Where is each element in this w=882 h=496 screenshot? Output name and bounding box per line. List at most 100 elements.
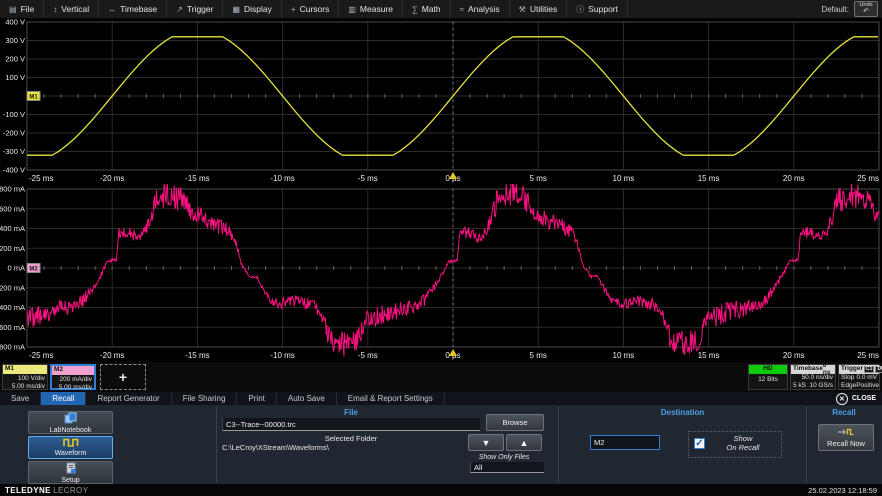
vertical-arrows-icon: ↕ <box>53 5 57 14</box>
m1-descriptor-box[interactable]: M1 100 V/div 5.00 ms/div <box>2 364 48 390</box>
trigger-kind: Edge <box>841 383 856 390</box>
brand-lecroy: LECROY <box>53 486 88 495</box>
measure-ruler-icon: ▥ <box>348 5 356 14</box>
m2-descriptor-box[interactable]: M2 200 mA/div 5.00 ms/div <box>50 364 96 390</box>
waveform-icon <box>63 438 79 449</box>
trigger-slope-icon: ↗ <box>176 5 183 14</box>
show-on-recall-label: Show On Recall <box>712 434 774 452</box>
menu-item-label: Measure <box>360 4 393 14</box>
x-tick-label: -5 ms <box>358 351 378 360</box>
close-button[interactable]: ✕ CLOSE <box>836 392 882 405</box>
recall-now-icon <box>837 428 855 438</box>
m1-vdiv: 100 V/div <box>5 376 45 383</box>
sidebar-button-setup[interactable]: Setup <box>28 461 113 484</box>
menu-item-label: Math <box>422 4 441 14</box>
x-tick-label: 25 ms <box>857 351 879 360</box>
x-tick-label: 10 ms <box>613 351 635 360</box>
file-section-header: File <box>222 408 480 417</box>
menu-item-label: Display <box>244 4 272 14</box>
menu-item-label: Utilities <box>530 4 557 14</box>
tab-report-generator[interactable]: Report Generator <box>86 392 171 405</box>
dialog-tab-bar: SaveRecallReport GeneratorFile SharingPr… <box>0 392 882 405</box>
folder-up-button[interactable]: ▲ <box>506 434 542 451</box>
y-tick-label: 200 mA <box>0 244 25 253</box>
x-tick-label: 20 ms <box>783 351 805 360</box>
y-tick-label: 0 mA <box>7 264 25 273</box>
menu-item-timebase[interactable]: ↔Timebase <box>99 0 167 18</box>
show-label-line1: Show <box>712 434 774 443</box>
down-arrow-icon: ▼ <box>482 438 491 448</box>
sidebar-button-waveform[interactable]: Waveform <box>28 436 113 459</box>
menu-item-label: Trigger <box>187 4 214 14</box>
voltage-waveform-graticule[interactable]: 400 V300 V200 V100 V-100 V-200 V-300 V-4… <box>0 18 882 184</box>
hd-mode-header: HD <box>749 365 787 374</box>
y-tick-label: 800 mA <box>0 185 25 194</box>
x-tick-label: 20 ms <box>783 174 805 183</box>
m2-descriptor-header: M2 <box>52 366 94 375</box>
destination-input[interactable] <box>590 435 660 450</box>
menu-right: Default: Undo ↶ <box>821 0 882 18</box>
y-tick-label: -800 mA <box>0 343 25 352</box>
show-label-line2: On Recall <box>712 443 774 452</box>
y-tick-label: 100 V <box>5 73 25 82</box>
tab-recall[interactable]: Recall <box>41 392 86 405</box>
menu-item-display[interactable]: ▦ Display <box>223 0 281 18</box>
tab-auto-save[interactable]: Auto Save <box>277 392 337 405</box>
hd-bits: 12 Bits <box>749 376 787 384</box>
show-on-recall-checkbox[interactable]: ✓ <box>694 438 705 449</box>
menu-item-math[interactable]: ∑Math <box>403 0 451 18</box>
sidebar-button-label: Setup <box>61 477 79 484</box>
menu-item-file[interactable]: ▤File <box>0 0 44 18</box>
menu-item-support[interactable]: ⓘSupport <box>567 0 628 18</box>
folder-down-button[interactable]: ▼ <box>468 434 504 451</box>
status-bar: TELEDYNE LECROY 25.02.2023 12:18:59 <box>0 484 882 496</box>
x-tick-label: 15 ms <box>698 351 720 360</box>
menu-item-label: File <box>21 4 35 14</box>
menu-item-cursors[interactable]: +Cursors <box>282 0 339 18</box>
y-tick-label: -100 V <box>3 110 25 119</box>
close-label: CLOSE <box>852 395 876 402</box>
tab-file-sharing[interactable]: File Sharing <box>172 392 238 405</box>
menu-item-utilities[interactable]: ⚒ Utilities <box>510 0 568 18</box>
browse-button[interactable]: Browse <box>486 414 544 431</box>
tab-email-report-settings[interactable]: Email & Report Settings <box>337 392 445 405</box>
menu-item-vertical[interactable]: ↕Vertical <box>44 0 99 18</box>
add-trace-button[interactable]: + <box>100 364 146 390</box>
timebase-title: Timebase <box>793 366 823 373</box>
menu-item-measure[interactable]: ▥ Measure <box>339 0 403 18</box>
recall-now-button[interactable]: Recall Now <box>818 424 874 451</box>
y-tick-label: 400 mA <box>0 224 25 233</box>
m2-current-svg: 800 mA600 mA400 mA200 mA0 mA-200 mA-400 … <box>0 184 882 362</box>
utilities-tools-icon: ⚒ <box>519 5 526 14</box>
oscilloscope-app: ▤File↕Vertical↔Timebase ↗ Trigger ▦ Display +… <box>0 0 882 496</box>
x-tick-label: -25 ms <box>29 174 53 183</box>
y-tick-label: -300 V <box>3 147 25 156</box>
section-divider <box>806 407 807 482</box>
x-tick-label: -5 ms <box>358 174 378 183</box>
menu-bar: ▤File↕Vertical↔Timebase ↗ Trigger ▦ Display +… <box>0 0 882 19</box>
tab-print[interactable]: Print <box>237 392 276 405</box>
timebase-rate: 10 GS/s <box>810 383 833 390</box>
menu-item-label: Support <box>588 4 618 14</box>
trigger-box[interactable]: Trigger C1 DC Stop 0.0 mV Edge Positive <box>838 364 880 390</box>
trigger-coupling-badge: DC <box>875 366 882 373</box>
timebase-box[interactable]: Timebase 0 ns 50.0 ns/div 5 kS 10 GS/s <box>790 364 836 390</box>
undo-button[interactable]: Undo ↶ <box>854 1 878 17</box>
m2-vdiv: 200 mA/div <box>54 377 92 384</box>
x-tick-label: 5 ms <box>530 174 547 183</box>
sidebar-button-labnotebook[interactable]: LabNotebook <box>28 411 113 434</box>
file-filter-select[interactable]: All <box>470 462 544 473</box>
filename-input[interactable] <box>222 418 480 431</box>
hd-mode-box[interactable]: HD 12 Bits <box>748 364 788 390</box>
display-grid-icon: ▦ <box>232 5 240 14</box>
menu-item-label: Cursors <box>300 4 330 14</box>
current-waveform-graticule[interactable]: 800 mA600 mA400 mA200 mA0 mA-200 mA-400 … <box>0 184 882 362</box>
close-icon: ✕ <box>836 393 848 405</box>
menu-item-analysis[interactable]: ≈Analysis <box>451 0 510 18</box>
selected-folder-path: C:\LeCroy\XStream\Waveforms\ <box>222 443 502 452</box>
y-tick-label: 400 V <box>5 18 25 27</box>
tab-save[interactable]: Save <box>0 392 41 405</box>
zero-badge-label: M1 <box>29 95 38 101</box>
setup-icon <box>65 462 77 476</box>
menu-item-trigger[interactable]: ↗ Trigger <box>167 0 223 18</box>
